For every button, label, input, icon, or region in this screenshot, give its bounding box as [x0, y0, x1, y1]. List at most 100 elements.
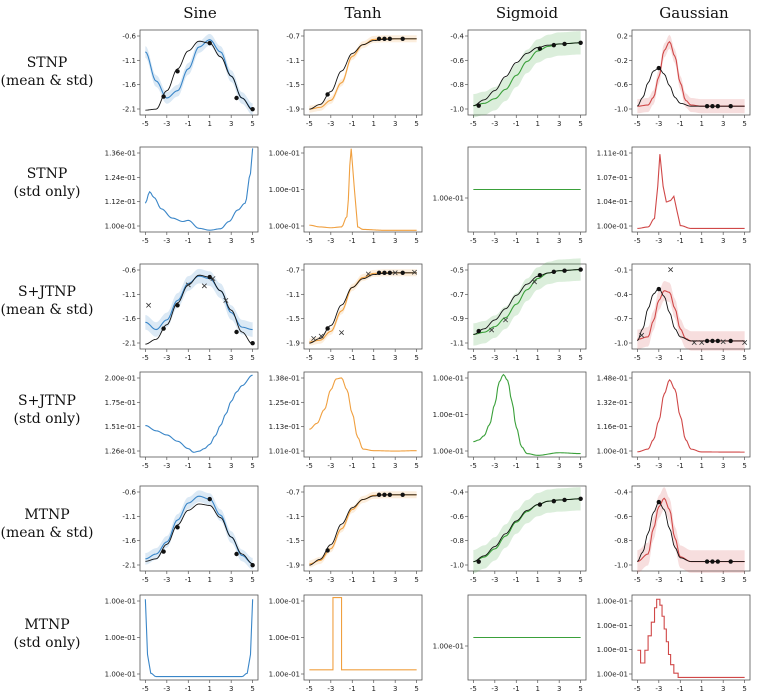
target-point [412, 269, 417, 275]
axes-frame [467, 146, 587, 233]
y-tick-label: -1.5 [286, 315, 300, 323]
x-tick-label: 1 [371, 462, 375, 470]
x-tick-label: -1 [513, 237, 520, 245]
target-point [339, 330, 345, 336]
y-tick-label: -0.4 [614, 291, 628, 299]
context-point [578, 496, 583, 502]
panel-3-sigmoid: -5 -3 -1 1 3 5 1.00e-01 1.00e-01 1.00e-01 [433, 371, 587, 470]
column-title-tanh: Tanh [344, 4, 381, 22]
x-tick-label: -1 [677, 354, 684, 362]
x-tick-label: -5 [142, 462, 149, 470]
axes-frame [303, 594, 423, 681]
row-label-3-line-1: (std only) [14, 411, 81, 427]
x-tick-label: -5 [634, 685, 641, 693]
context-point [234, 95, 239, 101]
x-tick-label: 3 [393, 120, 397, 128]
y-tick-label: -0.6 [614, 513, 628, 521]
x-tick-label: 5 [414, 576, 418, 584]
axes-frame [467, 371, 587, 458]
y-tick-label: 1.07e-01 [597, 174, 628, 182]
prediction-line [309, 148, 417, 231]
axes-frame [303, 485, 423, 572]
x-tick-label: -5 [470, 354, 477, 362]
x-tick-label: -1 [677, 120, 684, 128]
context-point [710, 104, 715, 109]
axes-frame [631, 263, 751, 350]
y-tick-label: 1.16e-01 [597, 423, 628, 431]
target-point [668, 267, 674, 273]
y-tick-label: 1.32e-01 [597, 399, 628, 407]
x-tick-label: 1 [207, 576, 211, 584]
row-label-3-line-0: S+JTNP [18, 393, 76, 409]
x-tick-label: -5 [142, 120, 149, 128]
x-tick-label: -5 [142, 685, 149, 693]
context-point [376, 270, 382, 275]
x-tick-label: -3 [163, 576, 170, 584]
x-tick-label: -5 [470, 120, 477, 128]
y-tick-label: -1.6 [122, 537, 136, 545]
x-tick-label: -3 [491, 354, 498, 362]
x-tick-label: 5 [578, 120, 582, 128]
x-tick-label: 3 [557, 354, 561, 362]
x-tick-label: 3 [557, 120, 561, 128]
x-tick-label: 1 [207, 237, 211, 245]
x-tick-label: -3 [655, 120, 662, 128]
x-tick-label: 3 [229, 354, 233, 362]
row-label-4-line-1: (mean & std) [1, 525, 94, 541]
x-tick-label: -1 [185, 685, 192, 693]
panel-5-tanh: -5 -3 -1 1 3 5 1.00e-01 1.00e-01 1.00e-01 [269, 594, 423, 693]
axes-frame [139, 29, 259, 116]
context-point [207, 40, 212, 46]
y-tick-label: 1.00e-01 [105, 598, 136, 606]
y-tick-label: -1.0 [450, 562, 464, 570]
context-point [234, 329, 239, 335]
context-point [728, 559, 733, 564]
context-point [207, 274, 212, 280]
prediction-line [144, 148, 254, 231]
x-tick-label: -5 [142, 237, 149, 245]
y-tick-label: -1.1 [286, 291, 300, 299]
x-tick-label: -5 [634, 462, 641, 470]
context-point [704, 338, 710, 344]
x-tick-label: -3 [655, 237, 662, 245]
context-point [728, 338, 733, 344]
axes-frame [139, 371, 259, 458]
panel-1-sine: -5 -3 -1 1 3 5 1.36e-01 1.24e-01 1.12e-01 1.00e-0… [105, 146, 259, 245]
x-tick-label: 1 [371, 576, 375, 584]
x-tick-label: -5 [306, 462, 313, 470]
context-point [578, 40, 583, 46]
uncertainty-band [473, 487, 581, 574]
context-point [537, 46, 543, 51]
context-point [234, 551, 239, 557]
panel-0-tanh: -5 -3 -1 1 3 5 -0.7 -1.1 -1.5 -1.9 [286, 29, 423, 128]
x-tick-label: 3 [557, 685, 561, 693]
context-point [578, 267, 583, 272]
y-tick-label: -1.1 [450, 340, 464, 348]
x-tick-label: 1 [535, 354, 539, 362]
x-tick-label: -5 [634, 120, 641, 128]
x-tick-label: 1 [535, 576, 539, 584]
axes-frame [631, 594, 751, 681]
x-tick-label: -5 [634, 354, 641, 362]
panel-1-gaussian: -5 -3 -1 1 3 5 1.11e-01 1.07e-01 1.04e-01 1.00e-0… [597, 146, 751, 245]
x-tick-label: -5 [470, 237, 477, 245]
x-tick-label: 5 [414, 685, 418, 693]
x-tick-label: 3 [721, 120, 725, 128]
panels: -5 -3 -1 1 3 5 -0.6 -1.1 -1.6 -2.1 -5 -3 -1 1 3 5 -0.7 -1… [105, 29, 751, 693]
panel-5-gaussian: -5 -3 -1 1 3 5 1.00e-01 1.00e-01 1.00e-01 1.00e-0… [597, 594, 751, 693]
x-tick-label: 1 [207, 354, 211, 362]
row-label-5-line-0: MTNP [24, 617, 69, 633]
y-tick-label: 1.01e-01 [269, 448, 300, 456]
y-tick-label: 1.75e-01 [105, 399, 136, 407]
y-tick-label: -0.6 [122, 33, 136, 41]
x-tick-label: 1 [699, 462, 703, 470]
axes-frame [631, 371, 751, 458]
context-point [325, 326, 330, 331]
row-label-2-line-1: (mean & std) [1, 302, 94, 318]
context-point [562, 41, 567, 47]
x-tick-label: 1 [207, 685, 211, 693]
x-tick-label: -5 [306, 685, 313, 693]
x-tick-label: 5 [250, 685, 254, 693]
target-point [223, 297, 229, 303]
target-point [146, 302, 152, 308]
